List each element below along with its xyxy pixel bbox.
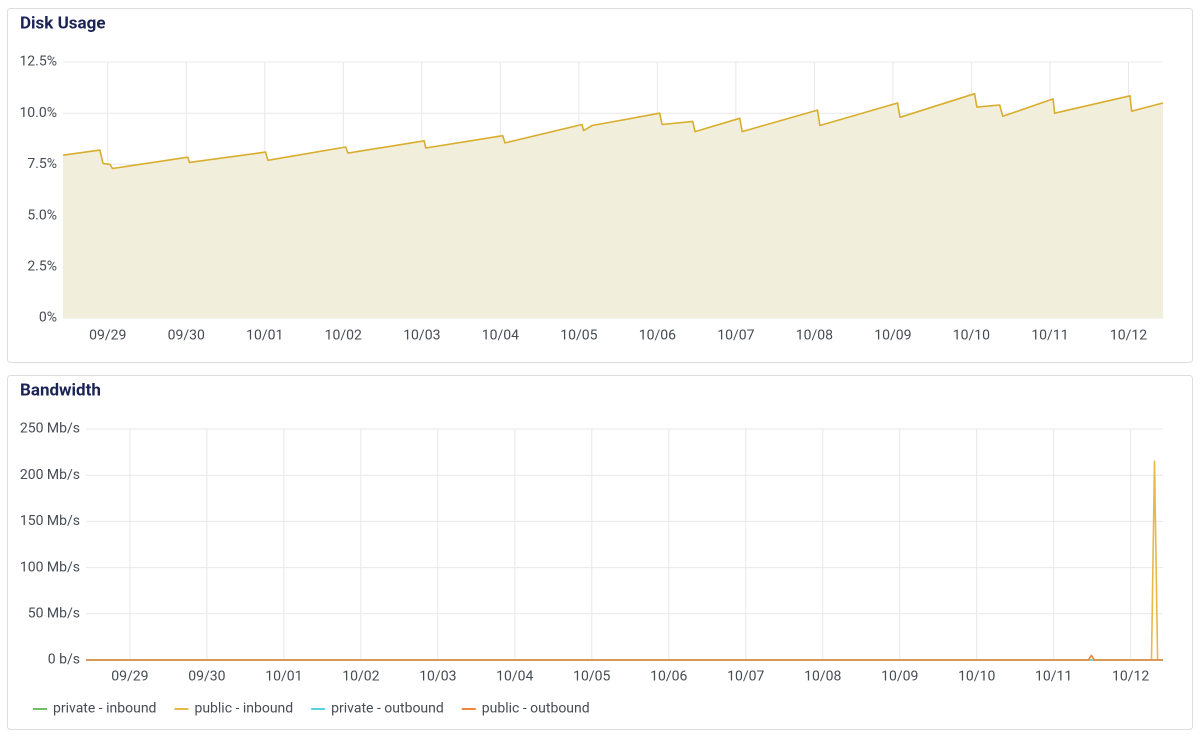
panel bbox=[7, 375, 1193, 730]
x-tick-label: 10/08 bbox=[796, 328, 833, 344]
y-tick-label: 12.5% bbox=[19, 54, 57, 70]
y-tick-label: 2.5% bbox=[27, 259, 57, 275]
x-tick-label: 10/04 bbox=[482, 328, 519, 344]
panel-title: Disk Usage bbox=[20, 13, 106, 33]
x-tick-label: 10/12 bbox=[1112, 669, 1149, 685]
x-tick-label: 10/01 bbox=[246, 328, 283, 344]
y-tick-label: 50 Mb/s bbox=[28, 606, 80, 622]
x-tick-label: 09/30 bbox=[188, 669, 225, 685]
x-tick-label: 10/07 bbox=[717, 328, 754, 344]
legend-label: public - outbound bbox=[482, 701, 590, 717]
x-tick-label: 10/02 bbox=[342, 669, 379, 685]
y-tick-label: 7.5% bbox=[27, 156, 57, 172]
x-tick-label: 10/02 bbox=[325, 328, 362, 344]
panel-title: Bandwidth bbox=[20, 380, 101, 400]
x-tick-label: 10/11 bbox=[1031, 328, 1068, 344]
y-tick-label: 150 Mb/s bbox=[20, 513, 80, 529]
x-tick-label: 10/08 bbox=[804, 669, 841, 685]
x-tick-label: 10/01 bbox=[265, 669, 302, 685]
x-tick-label: 10/06 bbox=[639, 328, 676, 344]
y-tick-label: 100 Mb/s bbox=[20, 559, 80, 575]
x-tick-label: 10/06 bbox=[650, 669, 687, 685]
y-tick-label: 200 Mb/s bbox=[20, 467, 80, 483]
x-tick-label: 10/10 bbox=[953, 328, 990, 344]
x-tick-label: 09/29 bbox=[89, 328, 126, 344]
legend-label: private - outbound bbox=[331, 701, 444, 717]
x-tick-label: 10/07 bbox=[727, 669, 764, 685]
x-tick-label: 10/10 bbox=[958, 669, 995, 685]
legend-label: public - inbound bbox=[194, 701, 293, 717]
y-tick-label: 0 b/s bbox=[48, 652, 80, 668]
x-tick-label: 09/30 bbox=[168, 328, 205, 344]
y-tick-label: 250 Mb/s bbox=[20, 421, 80, 437]
x-tick-label: 10/05 bbox=[560, 328, 597, 344]
y-tick-label: 5.0% bbox=[27, 207, 57, 223]
x-tick-label: 10/11 bbox=[1035, 669, 1072, 685]
y-tick-label: 10.0% bbox=[19, 105, 57, 121]
x-tick-label: 10/09 bbox=[881, 669, 918, 685]
legend-label: private - inbound bbox=[53, 701, 156, 717]
x-tick-label: 10/12 bbox=[1110, 328, 1147, 344]
y-tick-label: 0% bbox=[39, 310, 57, 326]
area bbox=[63, 93, 1163, 318]
x-tick-label: 10/03 bbox=[419, 669, 456, 685]
x-tick-label: 10/03 bbox=[403, 328, 440, 344]
line bbox=[86, 654, 1163, 661]
x-tick-label: 10/05 bbox=[573, 669, 610, 685]
x-tick-label: 09/29 bbox=[111, 669, 148, 685]
x-tick-label: 10/09 bbox=[874, 328, 911, 344]
x-tick-label: 10/04 bbox=[496, 669, 533, 685]
line bbox=[62, 92, 1164, 170]
